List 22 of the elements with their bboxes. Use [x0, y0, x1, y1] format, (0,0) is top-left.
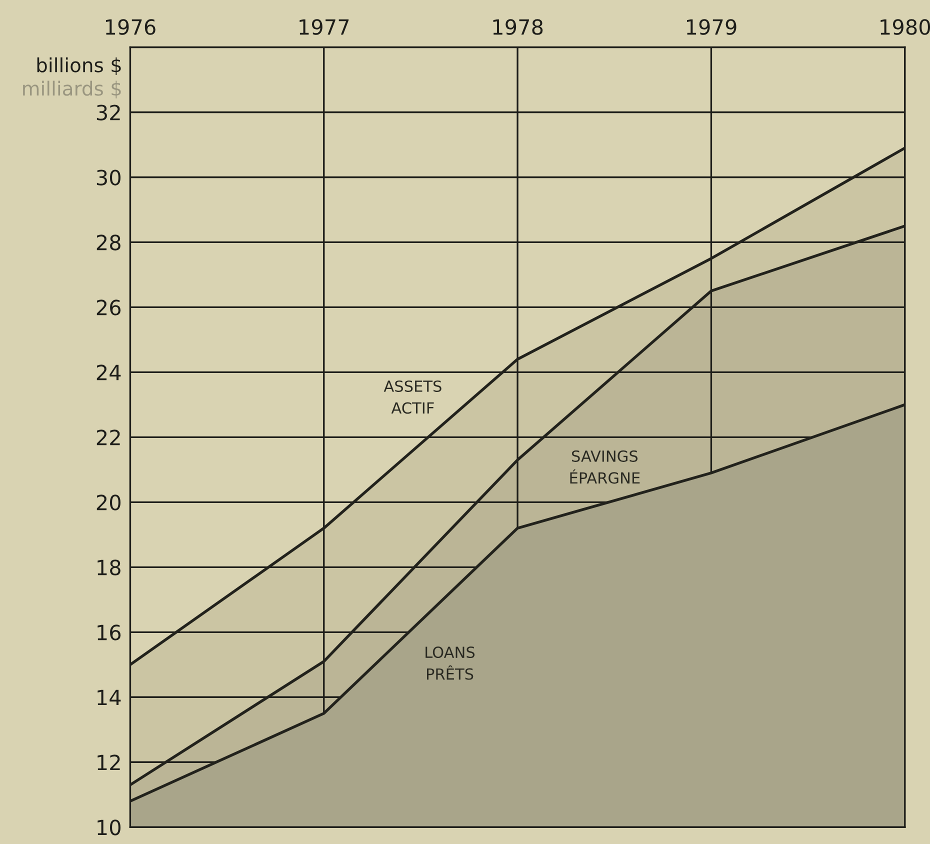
y-axis-title: billions $ — [37, 57, 121, 75]
x-tick-label: 1977 — [300, 19, 349, 35]
y-tick-label: 28 — [96, 234, 120, 250]
y-tick-label: 14 — [98, 690, 121, 706]
x-tick-label: 1978 — [493, 19, 543, 35]
y-tick-label: 12 — [98, 754, 120, 770]
series-label: SAVINGS ÉPARGNE — [570, 450, 640, 484]
x-tick-label: 1979 — [686, 19, 736, 35]
y-tick-label: 26 — [96, 300, 121, 316]
y-tick-label: 22 — [96, 430, 120, 446]
y-tick-label: 24 — [96, 364, 121, 380]
series-label: ASSETS ACTIF — [384, 380, 442, 414]
text: milliards $ — [23, 80, 121, 98]
y-tick-label: 20 — [96, 494, 120, 510]
x-tick-label: 1980 — [880, 19, 930, 35]
series-label: LOANS PRÊTS — [426, 646, 475, 680]
y-tick-label: 10 — [98, 820, 120, 836]
y-tick-label: 32 — [96, 104, 120, 120]
y-tick-label: 18 — [98, 560, 120, 576]
y-tick-label: 16 — [98, 624, 121, 640]
y-tick-label: 30 — [96, 170, 120, 186]
x-tick-label: 1976 — [106, 19, 156, 35]
